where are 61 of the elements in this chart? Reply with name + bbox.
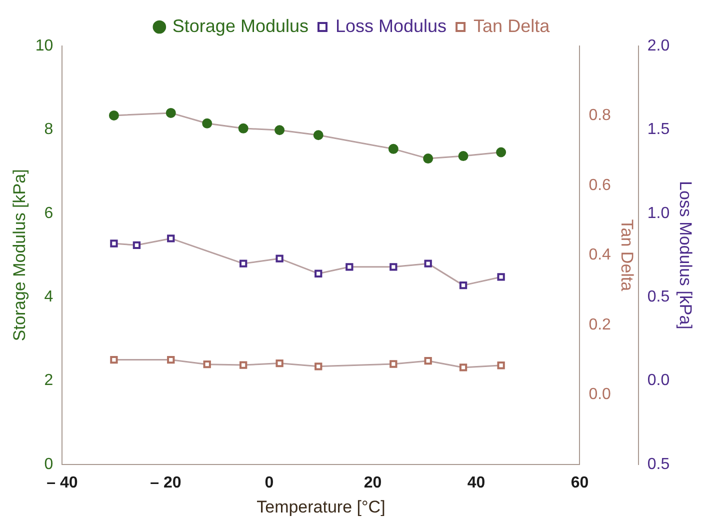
y3-tick-label: 2.0 [647, 37, 670, 54]
y3-axis-title: Loss Modulus [kPa] [676, 181, 696, 330]
legend-label: Loss Modulus [335, 16, 447, 36]
point [424, 260, 432, 268]
y3-tick-label: 0.5 [647, 288, 670, 306]
x-tick-label: 0 [264, 474, 274, 492]
point [108, 110, 119, 120]
x-tick-label: 40 [467, 474, 486, 492]
y2-axis-title: Tan Delta [617, 219, 636, 292]
y-tick-label: 4 [44, 288, 54, 306]
y-tick-label: 8 [44, 121, 54, 138]
point [390, 263, 398, 271]
point [110, 356, 118, 364]
point [424, 357, 432, 365]
y-axis-title: Storage Modulus [kPa] [10, 169, 29, 342]
x-axis-title: Temperature [°C] [256, 497, 386, 516]
x-tick-label: – 40 [46, 474, 78, 492]
point [274, 125, 285, 136]
point [238, 123, 248, 134]
point [423, 154, 434, 164]
x-tick-label: – 20 [150, 474, 182, 492]
point [240, 361, 248, 369]
point [110, 240, 118, 248]
point [458, 151, 468, 162]
point [202, 118, 212, 128]
point [167, 234, 175, 242]
point [167, 356, 175, 364]
y-tick-label: 2 [44, 372, 54, 390]
point [346, 263, 354, 271]
y2-tick-label: 0.4 [588, 246, 612, 264]
point [240, 260, 248, 268]
y-tick-label: 10 [35, 37, 54, 54]
x-tick-label: 60 [570, 474, 589, 492]
y2-tick-label: 0.0 [588, 386, 612, 404]
point [459, 281, 468, 290]
point [276, 254, 284, 262]
y-tick-label: 0 [44, 456, 54, 473]
point [313, 130, 324, 140]
point [166, 108, 176, 118]
point [314, 270, 322, 278]
point [203, 360, 211, 368]
point [390, 360, 398, 368]
point [388, 144, 398, 154]
y2-tick-label: 0.6 [588, 176, 612, 194]
point [497, 273, 505, 281]
y2-tick-label: 0.8 [588, 107, 612, 124]
point [496, 147, 506, 158]
legend-label: Storage Modulus [172, 16, 308, 36]
y3-tick-label: 1.5 [647, 121, 670, 138]
point [314, 362, 322, 370]
point [276, 359, 284, 368]
y3-tick-label: 0.5 [647, 456, 670, 473]
legend-label: Tan Delta [474, 16, 551, 36]
y2-tick-label: 0.2 [588, 316, 612, 334]
point [497, 362, 505, 370]
y-tick-label: 6 [44, 204, 54, 222]
y3-tick-label: 1.0 [647, 204, 670, 222]
x-tick-label: 20 [364, 474, 382, 492]
point [132, 241, 141, 249]
y3-tick-label: 0.0 [647, 372, 670, 390]
point [459, 364, 468, 372]
